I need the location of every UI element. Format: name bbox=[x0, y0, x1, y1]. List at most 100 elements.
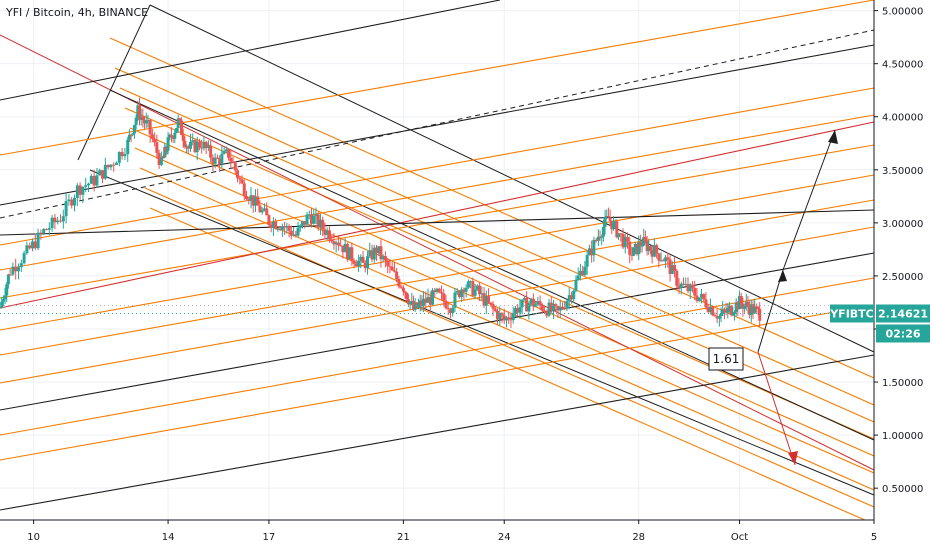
candle-body bbox=[623, 236, 627, 248]
projection-arrow-up-2 bbox=[782, 129, 836, 271]
candle-body bbox=[6, 274, 10, 285]
ascending-fan-line bbox=[0, 226, 875, 384]
candle-body bbox=[312, 215, 316, 224]
candle-body bbox=[615, 221, 619, 238]
ascending-fan-line bbox=[0, 277, 875, 436]
x-tick-label: 28 bbox=[632, 532, 645, 543]
candle-body bbox=[756, 307, 760, 309]
candle-body bbox=[574, 279, 578, 291]
ascending-fan-line bbox=[0, 304, 875, 461]
candle-body bbox=[422, 298, 426, 306]
candle-body bbox=[332, 241, 336, 245]
candle-body bbox=[185, 146, 189, 148]
price-tag bbox=[876, 304, 930, 323]
candle-body bbox=[661, 260, 665, 262]
candle-body bbox=[227, 149, 231, 158]
candle-body bbox=[233, 162, 237, 171]
candle-body bbox=[242, 183, 246, 197]
candle-body bbox=[236, 170, 240, 178]
y-tick-label: 4.50000 bbox=[882, 60, 923, 71]
drawing-overlays bbox=[0, 0, 875, 525]
candle-body bbox=[601, 226, 605, 237]
price-tag-value: 2.14621 bbox=[878, 307, 928, 320]
candle-body bbox=[504, 317, 508, 321]
candle-body bbox=[50, 217, 54, 229]
candle-body bbox=[163, 147, 167, 158]
candle-body bbox=[53, 217, 57, 223]
candle-body bbox=[576, 275, 580, 280]
candle-body bbox=[547, 302, 551, 316]
candle-body bbox=[213, 157, 217, 164]
orange-descending-line bbox=[129, 127, 875, 457]
candle-body bbox=[95, 175, 99, 186]
candle-body bbox=[5, 284, 9, 296]
candle-body bbox=[22, 253, 26, 264]
candle-body bbox=[717, 316, 721, 319]
candle-body bbox=[372, 247, 376, 260]
candle-body bbox=[437, 288, 441, 293]
ascending-fan-line bbox=[0, 252, 875, 411]
candle-body bbox=[16, 267, 20, 272]
candle-body bbox=[397, 279, 401, 287]
orange-descending-line bbox=[119, 87, 875, 423]
candle-body bbox=[511, 313, 515, 321]
candle-body bbox=[368, 250, 372, 257]
candle-body bbox=[47, 228, 51, 230]
candle-body bbox=[296, 227, 300, 236]
candle-body bbox=[708, 306, 712, 312]
candle-body bbox=[276, 228, 280, 230]
candle-body bbox=[323, 229, 327, 235]
candle-body bbox=[439, 292, 443, 294]
candle-body bbox=[482, 293, 486, 306]
x-tick-label: Oct bbox=[731, 532, 748, 543]
candle-body bbox=[711, 306, 715, 316]
candle-body bbox=[603, 217, 607, 227]
candles-group bbox=[0, 97, 762, 328]
candle-body bbox=[256, 196, 260, 206]
y-tick-label: 3.50000 bbox=[882, 166, 923, 177]
candle-body bbox=[560, 306, 564, 309]
candle-body bbox=[336, 242, 340, 246]
candle-body bbox=[621, 234, 625, 248]
candle-body bbox=[455, 291, 459, 293]
candle-body bbox=[109, 164, 113, 168]
candle-body bbox=[0, 301, 4, 308]
ascending-fan-line bbox=[0, 0, 875, 156]
candle-body bbox=[741, 303, 745, 309]
candle-body bbox=[408, 301, 412, 305]
candle-body bbox=[520, 299, 524, 308]
candle-body bbox=[545, 311, 549, 316]
candle-body bbox=[417, 304, 421, 308]
candle-body bbox=[732, 311, 736, 315]
orange-descending-line bbox=[124, 107, 875, 440]
candle-body bbox=[343, 243, 347, 253]
candle-body bbox=[585, 255, 589, 267]
candle-body bbox=[487, 296, 491, 303]
candle-body bbox=[120, 152, 124, 157]
candle-body bbox=[1, 299, 5, 302]
ascending-fan-line bbox=[0, 209, 875, 236]
candle-body bbox=[704, 299, 708, 308]
candle-body bbox=[123, 154, 127, 157]
candle-body bbox=[146, 120, 150, 122]
candle-body bbox=[695, 295, 699, 301]
candle-body bbox=[569, 295, 573, 300]
candle-body bbox=[166, 137, 170, 151]
candle-body bbox=[451, 307, 455, 314]
candle-body bbox=[117, 152, 121, 163]
candle-body bbox=[155, 142, 159, 153]
candle-body bbox=[684, 284, 688, 286]
candle-body bbox=[392, 270, 396, 272]
candle-body bbox=[611, 221, 615, 230]
candle-body bbox=[251, 195, 255, 206]
candle-body bbox=[352, 260, 356, 264]
candle-body bbox=[446, 308, 450, 310]
candle-body bbox=[731, 314, 735, 316]
ascending-fan-line bbox=[0, 121, 875, 309]
candle-body bbox=[460, 289, 464, 298]
countdown-tag-value: 02:26 bbox=[885, 327, 920, 340]
candle-body bbox=[206, 145, 210, 149]
candle-body bbox=[115, 162, 119, 165]
